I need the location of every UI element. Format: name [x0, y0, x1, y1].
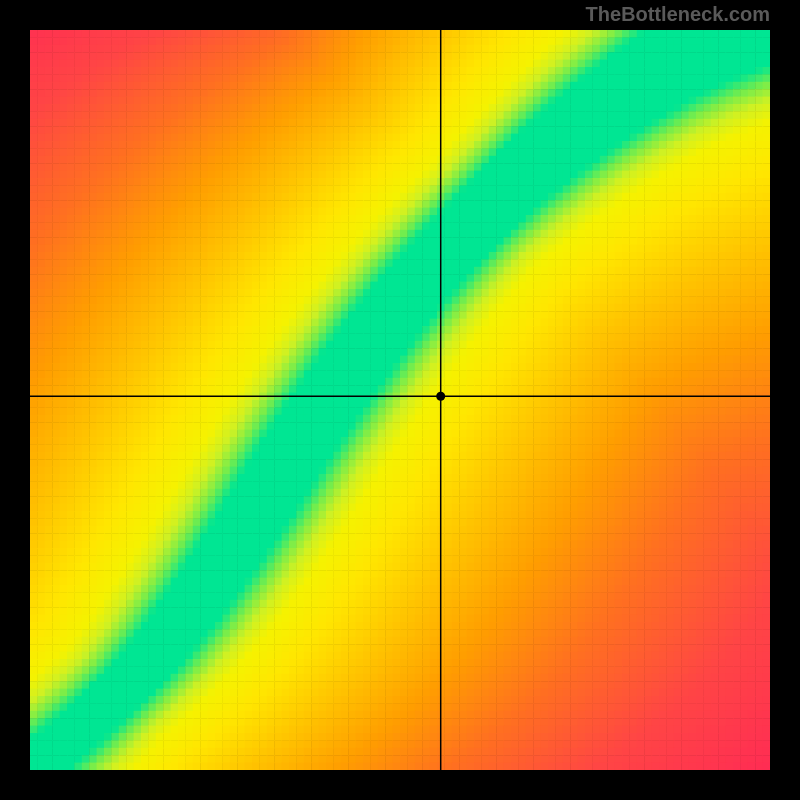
watermark-text: TheBottleneck.com: [586, 4, 770, 27]
chart-container: TheBottleneck.com: [0, 0, 800, 800]
bottleneck-heatmap: [30, 30, 770, 770]
